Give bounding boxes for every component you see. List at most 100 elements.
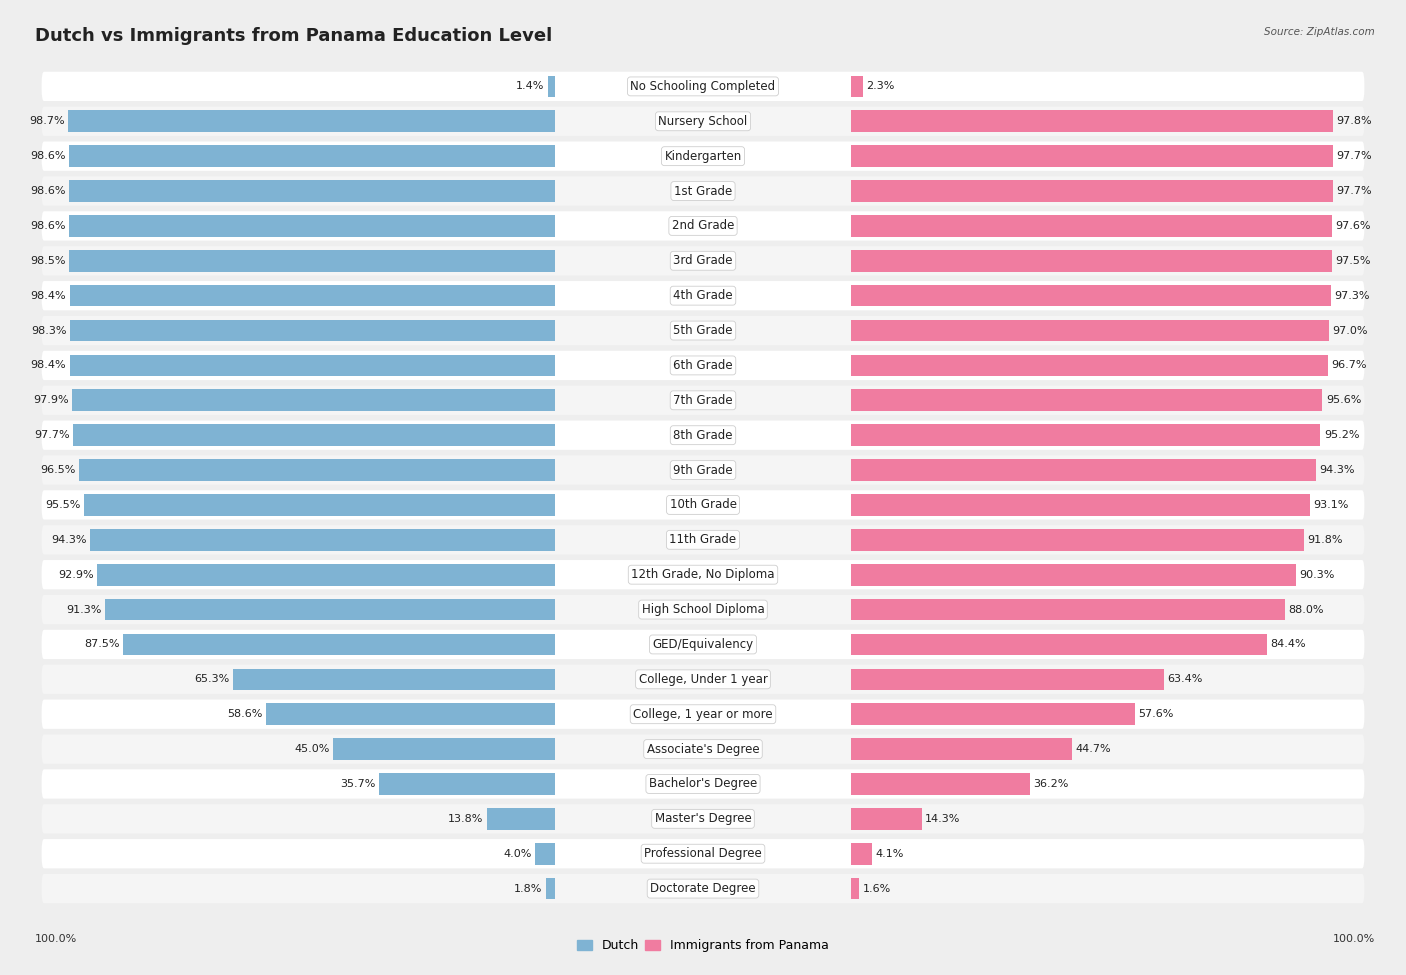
Text: 95.2%: 95.2% <box>1324 430 1360 440</box>
Bar <box>547 76 554 98</box>
FancyBboxPatch shape <box>42 665 1364 694</box>
Text: 6th Grade: 6th Grade <box>673 359 733 371</box>
Text: 65.3%: 65.3% <box>194 675 229 684</box>
FancyBboxPatch shape <box>42 386 1364 415</box>
FancyBboxPatch shape <box>42 595 1364 624</box>
Text: 96.7%: 96.7% <box>1331 361 1367 370</box>
Text: 7th Grade: 7th Grade <box>673 394 733 407</box>
Bar <box>546 878 554 899</box>
Text: 87.5%: 87.5% <box>84 640 120 649</box>
Bar <box>852 215 1333 237</box>
FancyBboxPatch shape <box>42 351 1364 380</box>
Text: 4.1%: 4.1% <box>875 848 904 859</box>
Text: No Schooling Completed: No Schooling Completed <box>630 80 776 93</box>
Bar <box>84 494 554 516</box>
Bar <box>534 843 554 865</box>
Bar <box>852 738 1071 760</box>
Text: 1.6%: 1.6% <box>863 883 891 894</box>
Text: 94.3%: 94.3% <box>1319 465 1355 475</box>
Bar <box>378 773 554 795</box>
Bar <box>852 250 1331 272</box>
Bar <box>69 110 554 132</box>
Text: 2nd Grade: 2nd Grade <box>672 219 734 232</box>
Text: Professional Degree: Professional Degree <box>644 847 762 860</box>
Text: 12th Grade, No Diploma: 12th Grade, No Diploma <box>631 568 775 581</box>
Text: 2.3%: 2.3% <box>866 81 894 92</box>
Text: 97.9%: 97.9% <box>34 395 69 406</box>
Text: 8th Grade: 8th Grade <box>673 429 733 442</box>
Bar <box>233 669 554 690</box>
Text: 98.6%: 98.6% <box>30 221 66 231</box>
FancyBboxPatch shape <box>42 630 1364 659</box>
FancyBboxPatch shape <box>42 839 1364 869</box>
Text: 1.8%: 1.8% <box>515 883 543 894</box>
Text: 44.7%: 44.7% <box>1076 744 1111 754</box>
Bar <box>852 529 1303 551</box>
Bar <box>333 738 554 760</box>
Bar <box>70 320 554 341</box>
Text: Associate's Degree: Associate's Degree <box>647 743 759 756</box>
Text: Dutch vs Immigrants from Panama Education Level: Dutch vs Immigrants from Panama Educatio… <box>35 27 553 45</box>
Legend: Dutch, Immigrants from Panama: Dutch, Immigrants from Panama <box>572 934 834 957</box>
Bar <box>852 494 1310 516</box>
Bar <box>124 634 554 655</box>
Bar <box>104 599 554 620</box>
Bar <box>72 389 554 411</box>
Text: 1.4%: 1.4% <box>516 81 544 92</box>
Bar <box>852 773 1029 795</box>
Bar <box>69 250 554 272</box>
Text: 98.5%: 98.5% <box>31 255 66 266</box>
Text: 63.4%: 63.4% <box>1167 675 1202 684</box>
Text: 97.3%: 97.3% <box>1334 291 1369 300</box>
Text: 45.0%: 45.0% <box>294 744 329 754</box>
Bar <box>852 285 1331 306</box>
Text: 95.6%: 95.6% <box>1326 395 1361 406</box>
Bar <box>486 808 554 830</box>
FancyBboxPatch shape <box>42 526 1364 555</box>
Text: 91.3%: 91.3% <box>66 604 101 614</box>
Bar <box>852 843 872 865</box>
Bar <box>852 320 1329 341</box>
Text: 97.0%: 97.0% <box>1333 326 1368 335</box>
Text: 92.9%: 92.9% <box>58 569 93 580</box>
Text: 98.6%: 98.6% <box>30 151 66 161</box>
FancyBboxPatch shape <box>42 246 1364 276</box>
Text: 93.1%: 93.1% <box>1313 500 1348 510</box>
Text: 57.6%: 57.6% <box>1139 709 1174 720</box>
Text: Source: ZipAtlas.com: Source: ZipAtlas.com <box>1264 27 1375 37</box>
FancyBboxPatch shape <box>42 699 1364 729</box>
Text: 5th Grade: 5th Grade <box>673 324 733 337</box>
FancyBboxPatch shape <box>42 420 1364 449</box>
Bar <box>70 355 554 376</box>
Text: Nursery School: Nursery School <box>658 115 748 128</box>
FancyBboxPatch shape <box>42 769 1364 799</box>
Bar <box>79 459 554 481</box>
FancyBboxPatch shape <box>42 141 1364 171</box>
FancyBboxPatch shape <box>42 72 1364 101</box>
Text: 1st Grade: 1st Grade <box>673 184 733 198</box>
FancyBboxPatch shape <box>42 874 1364 903</box>
Bar <box>97 564 554 586</box>
Text: 98.7%: 98.7% <box>30 116 65 127</box>
FancyBboxPatch shape <box>42 106 1364 136</box>
Text: 98.6%: 98.6% <box>30 186 66 196</box>
Text: 13.8%: 13.8% <box>447 814 484 824</box>
FancyBboxPatch shape <box>42 734 1364 763</box>
FancyBboxPatch shape <box>42 560 1364 589</box>
FancyBboxPatch shape <box>42 176 1364 206</box>
FancyBboxPatch shape <box>42 316 1364 345</box>
Bar <box>852 564 1296 586</box>
Text: 10th Grade: 10th Grade <box>669 498 737 512</box>
Bar <box>69 145 554 167</box>
Text: 97.6%: 97.6% <box>1336 221 1371 231</box>
Bar <box>852 669 1164 690</box>
Text: 96.5%: 96.5% <box>41 465 76 475</box>
Text: 95.5%: 95.5% <box>45 500 80 510</box>
Text: 97.7%: 97.7% <box>1336 186 1372 196</box>
Text: 97.7%: 97.7% <box>34 430 70 440</box>
Text: 100.0%: 100.0% <box>35 934 77 944</box>
Bar <box>73 424 554 446</box>
Text: College, Under 1 year: College, Under 1 year <box>638 673 768 685</box>
Bar <box>852 76 863 98</box>
Text: 91.8%: 91.8% <box>1308 535 1343 545</box>
